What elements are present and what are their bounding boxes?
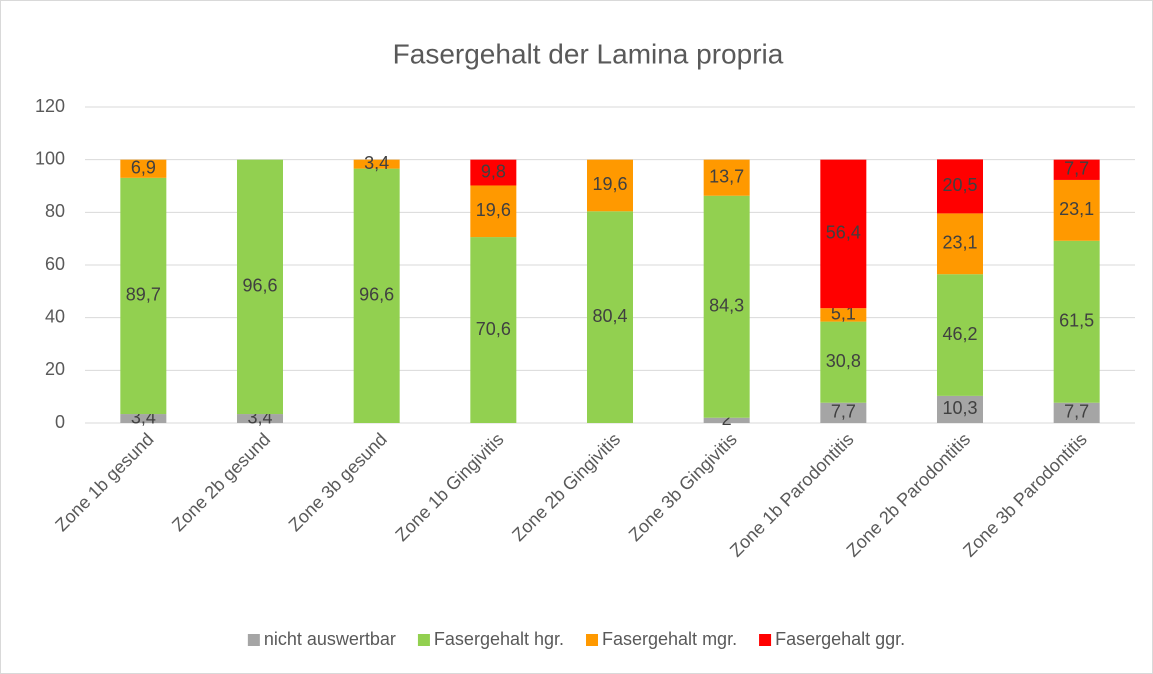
data-label: 10,3 <box>942 398 977 418</box>
legend-label: nicht auswertbar <box>264 629 396 649</box>
bar-segment <box>470 185 517 238</box>
data-label: 19,6 <box>592 174 627 194</box>
legend-label: Fasergehalt ggr. <box>775 629 905 649</box>
data-label: 80,4 <box>592 306 627 326</box>
legend-label: Fasergehalt mgr. <box>602 629 737 649</box>
bar-segment <box>353 168 400 423</box>
y-tick-label: 20 <box>45 359 65 379</box>
data-label: 7,7 <box>1064 402 1089 422</box>
bar-segment <box>703 195 750 418</box>
bar-segment <box>937 213 983 275</box>
y-tick-label: 100 <box>35 148 65 168</box>
bar-segment <box>120 177 167 415</box>
data-label: 89,7 <box>126 285 161 305</box>
data-label: 20,5 <box>942 175 977 195</box>
bar-segment <box>937 274 983 396</box>
bar-segment <box>937 395 983 423</box>
bar-segment <box>470 159 517 186</box>
legend-swatch <box>417 634 430 646</box>
data-label: 96,6 <box>242 276 277 296</box>
data-label: 7,7 <box>831 402 856 422</box>
data-label: 3,4 <box>364 153 389 173</box>
data-label: 2 <box>722 409 732 429</box>
bar-segment <box>820 402 867 423</box>
data-label: 6,9 <box>131 158 156 178</box>
y-tick-label: 0 <box>55 412 65 432</box>
data-label: 30,8 <box>826 351 861 371</box>
data-label: 13,7 <box>709 166 744 186</box>
data-label: 84,3 <box>709 295 744 315</box>
bar-segment <box>120 414 167 423</box>
bar-segment <box>237 414 283 423</box>
chart-title: Fasergehalt der Lamina propria <box>393 38 784 69</box>
data-label: 70,6 <box>476 319 511 339</box>
y-tick-label: 120 <box>35 96 65 116</box>
bar-segment <box>937 159 983 214</box>
y-tick-label: 40 <box>45 306 65 326</box>
legend-label: Fasergehalt hgr. <box>434 629 564 649</box>
data-label: 19,6 <box>476 200 511 220</box>
bar-segment <box>820 321 867 403</box>
y-tick-label: 80 <box>45 201 65 221</box>
data-label: 5,1 <box>831 304 856 324</box>
bar-segment <box>703 159 750 196</box>
data-label: 96,6 <box>359 285 394 305</box>
legend: nicht auswertbar Fasergehalt hgr. Fasergeh… <box>247 629 905 649</box>
bar-segment <box>1053 159 1100 180</box>
bar-segment <box>353 159 400 169</box>
data-label: 61,5 <box>1059 310 1094 330</box>
bar-segment <box>820 308 867 322</box>
bar-segment <box>820 159 867 309</box>
bar-segment <box>703 417 750 423</box>
bar-segment <box>1053 240 1100 403</box>
data-label: 9,8 <box>481 161 506 181</box>
bar-segment <box>237 159 283 415</box>
bar-segment <box>1053 179 1100 241</box>
data-label: 56,4 <box>826 223 861 243</box>
legend-swatch <box>759 634 772 646</box>
bar-segment <box>120 159 167 178</box>
legend-swatch <box>586 634 599 646</box>
bar-segment <box>587 211 633 423</box>
legend-swatch <box>247 634 260 646</box>
bar-segment <box>587 159 633 212</box>
data-label: 23,1 <box>942 233 977 253</box>
bar-segment <box>1053 402 1100 423</box>
y-tick-label: 60 <box>45 254 65 274</box>
bar-segment <box>470 237 517 423</box>
data-label: 7,7 <box>1064 159 1089 179</box>
data-label: 46,2 <box>942 324 977 344</box>
data-label: 23,1 <box>1059 199 1094 219</box>
